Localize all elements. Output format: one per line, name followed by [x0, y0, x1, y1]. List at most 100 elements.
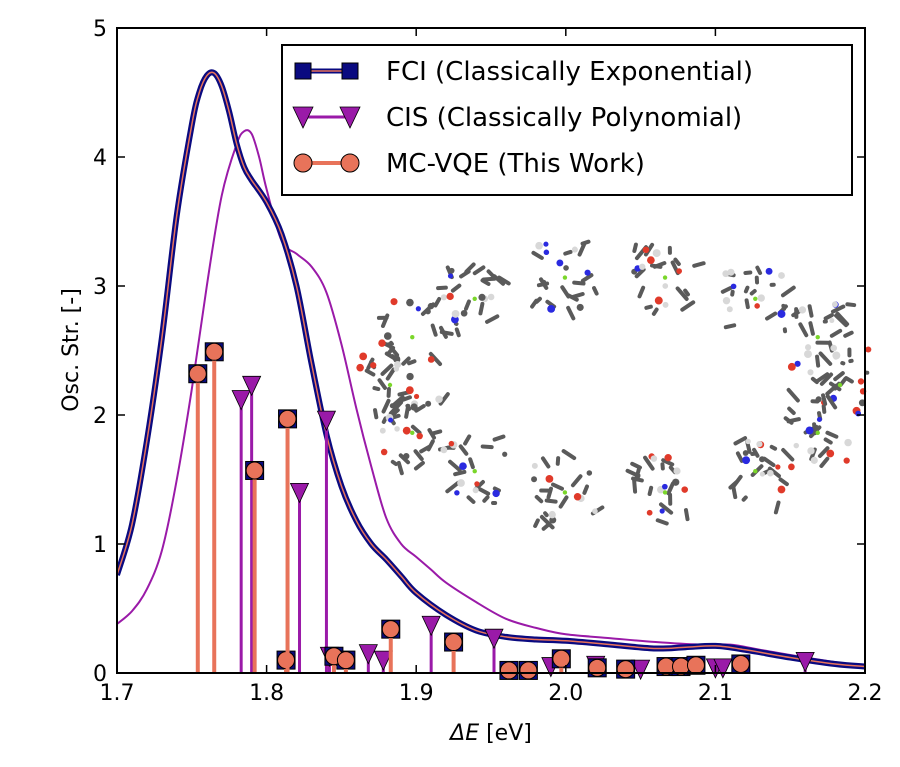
bond — [481, 276, 497, 282]
bond — [741, 495, 748, 502]
molecule-unit — [438, 434, 508, 505]
bond — [396, 460, 404, 476]
atom — [427, 356, 435, 363]
bond — [786, 417, 801, 424]
atom — [502, 451, 508, 457]
vqe-stem-marker — [686, 656, 705, 675]
atom — [794, 360, 801, 367]
vqe-stem-marker — [278, 409, 297, 428]
bond — [428, 351, 443, 366]
bond — [778, 477, 789, 487]
bond — [539, 514, 555, 530]
atom — [394, 426, 400, 432]
molecule-unit — [631, 242, 706, 316]
bond — [531, 250, 544, 260]
cis-stem-marker — [358, 644, 378, 665]
bond — [744, 298, 750, 310]
bond — [815, 354, 821, 368]
bond — [821, 393, 828, 406]
atom — [775, 464, 781, 470]
bond — [825, 394, 838, 410]
atom — [647, 256, 655, 265]
atom — [356, 363, 364, 372]
atom — [387, 382, 393, 388]
bond — [817, 446, 830, 458]
bond — [566, 293, 579, 302]
bond — [815, 372, 830, 384]
bond — [448, 459, 462, 473]
bond — [454, 327, 461, 338]
bond — [410, 424, 422, 435]
bond — [570, 474, 583, 488]
atom — [370, 362, 377, 369]
bond — [755, 265, 763, 275]
bond — [413, 460, 425, 471]
atom — [742, 456, 751, 465]
bond — [818, 351, 833, 366]
bond — [407, 359, 417, 366]
atom — [586, 470, 593, 476]
triangle-down-marker-icon — [292, 106, 314, 129]
atom — [472, 296, 477, 302]
cis-stem-marker — [421, 615, 441, 637]
bond — [497, 275, 511, 286]
bond — [436, 285, 448, 291]
bond — [450, 283, 462, 293]
bond — [389, 340, 394, 346]
cis-stem-marker — [231, 390, 251, 411]
atom — [472, 468, 477, 474]
bond — [431, 429, 443, 436]
atom — [545, 475, 554, 483]
atom — [753, 468, 758, 474]
atom — [804, 344, 812, 351]
vqe-stem-marker — [552, 649, 571, 668]
stem-markers — [188, 342, 815, 681]
atom — [415, 306, 421, 312]
legend-label-vqe: MC-VQE (This Work) — [386, 149, 645, 179]
atom — [573, 492, 582, 501]
bond — [825, 430, 839, 439]
bond — [749, 288, 757, 296]
atom — [662, 490, 668, 495]
bond — [492, 486, 501, 493]
molecule-unit — [781, 387, 852, 471]
bond — [752, 447, 760, 458]
atom — [816, 416, 822, 423]
molecule-unit — [531, 449, 605, 531]
atom — [753, 296, 758, 302]
bond — [634, 267, 646, 279]
atom — [410, 430, 415, 436]
atom — [662, 283, 669, 289]
atom — [487, 293, 495, 301]
bond — [733, 436, 748, 446]
atom — [742, 450, 749, 456]
bond — [781, 448, 795, 462]
atom — [410, 403, 418, 411]
atom — [535, 241, 543, 250]
y-tick-label: 1 — [93, 533, 107, 558]
bond — [540, 456, 551, 469]
atom — [765, 267, 773, 275]
atom — [406, 298, 414, 307]
bond — [472, 265, 486, 276]
atom — [727, 268, 735, 276]
bond — [405, 403, 412, 412]
bond — [632, 478, 638, 494]
atom — [378, 339, 386, 347]
bond — [364, 368, 376, 377]
vqe-stem-marker — [188, 364, 207, 383]
bond — [823, 437, 833, 445]
atom — [402, 426, 411, 435]
bond — [809, 425, 822, 439]
bond — [366, 357, 375, 371]
atom — [830, 344, 837, 352]
bond — [625, 468, 638, 477]
atom — [556, 259, 564, 267]
molecule-unit — [376, 297, 454, 381]
bond — [427, 428, 437, 440]
bond — [743, 270, 753, 275]
legend-label-cis: CIS (Classically Polynomial) — [386, 103, 742, 133]
atom — [833, 354, 839, 360]
atom — [472, 487, 479, 494]
vqe-stem-marker — [444, 633, 463, 652]
